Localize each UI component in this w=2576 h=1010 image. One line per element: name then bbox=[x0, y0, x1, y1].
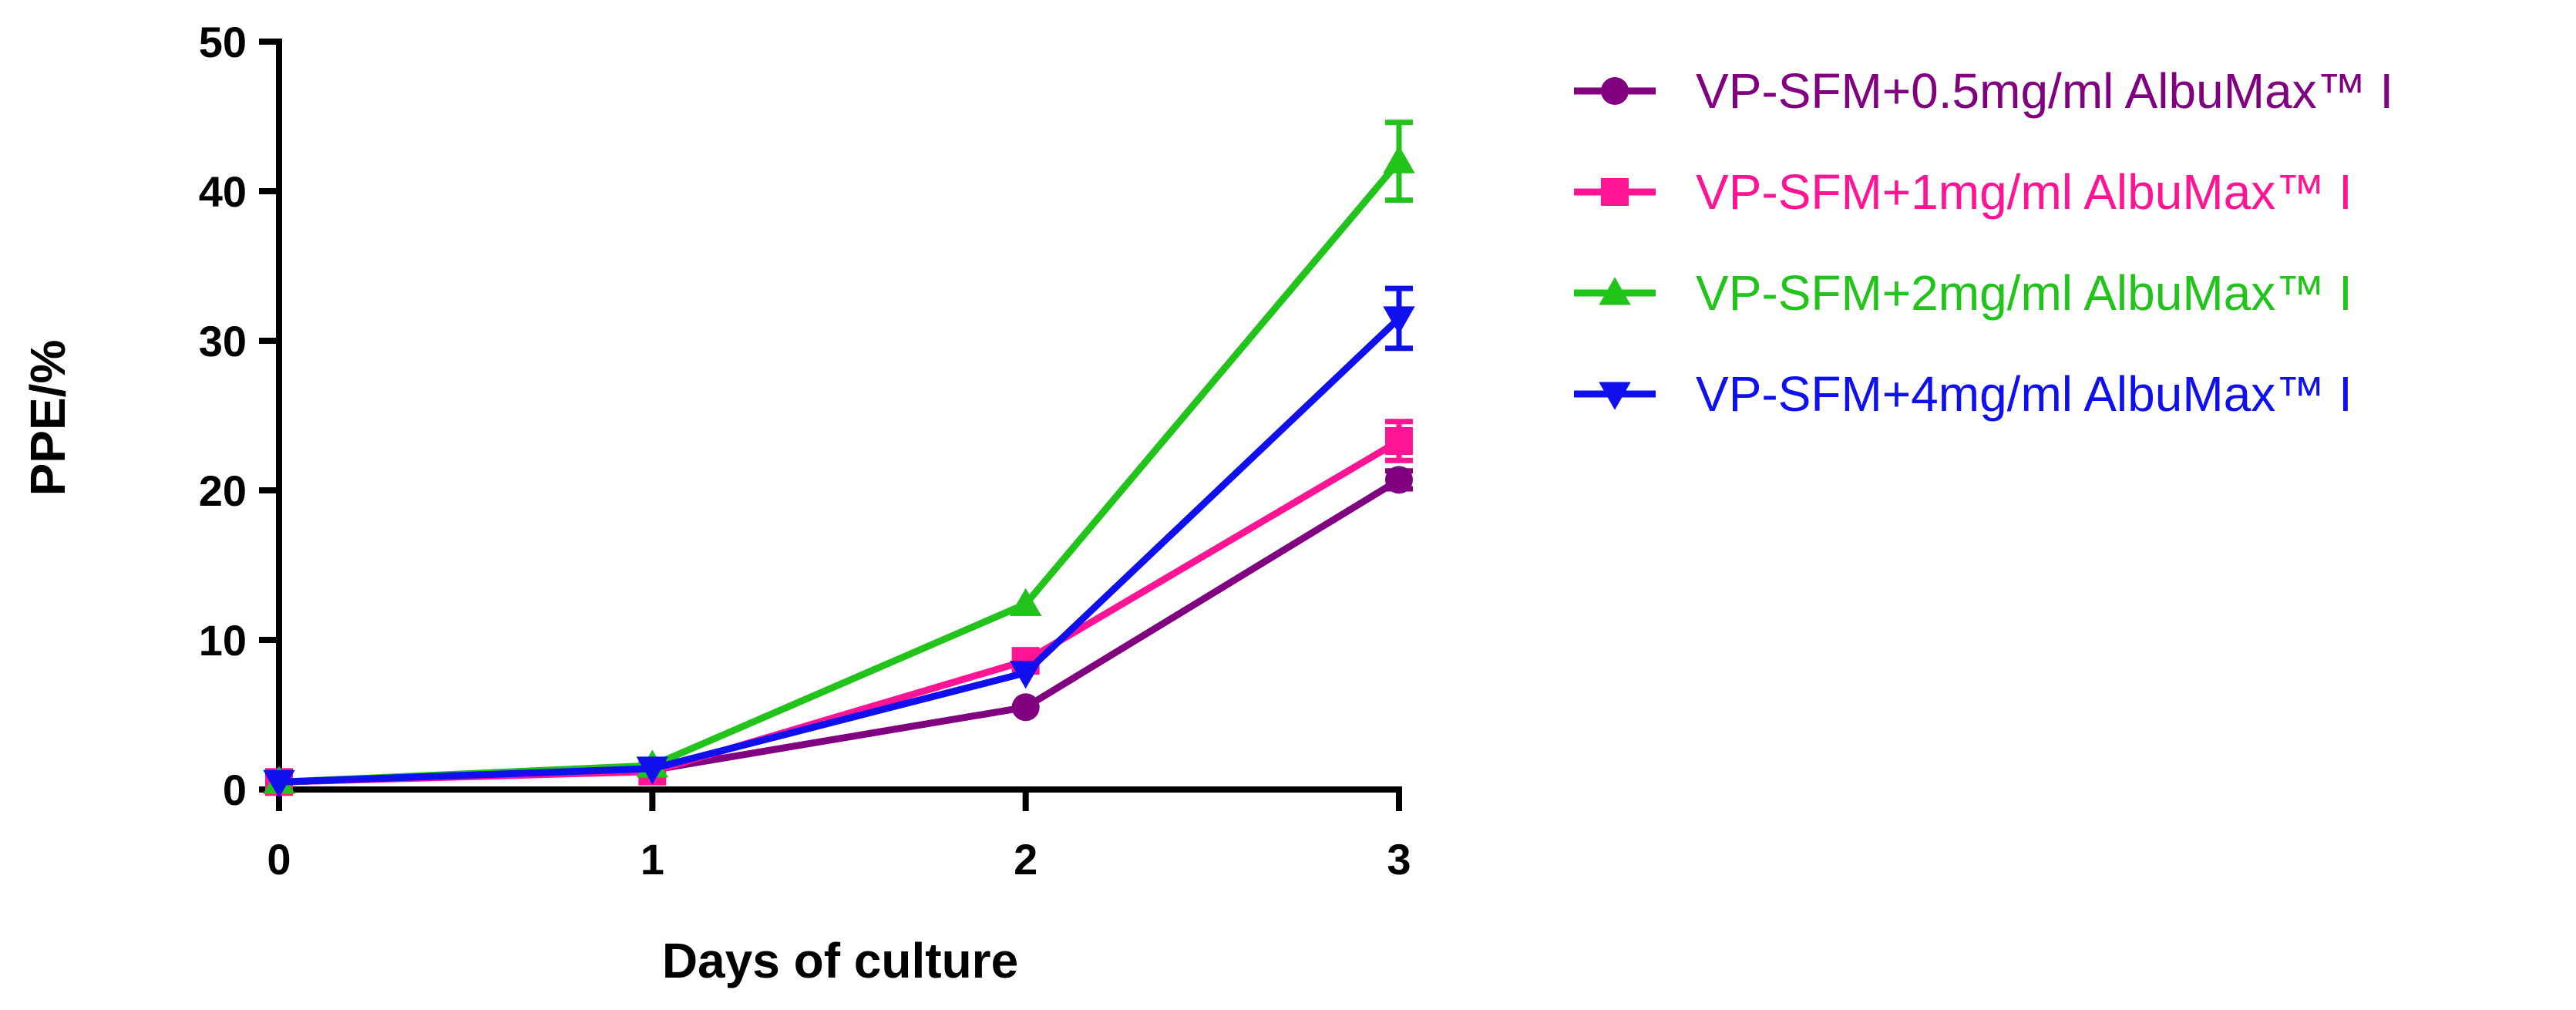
legend-marker bbox=[1601, 178, 1629, 206]
x-tick-label: 2 bbox=[1014, 835, 1037, 884]
legend-marker bbox=[1599, 277, 1631, 305]
y-axis-title: PPE/% bbox=[20, 340, 76, 497]
data-point bbox=[1383, 145, 1415, 173]
series-line bbox=[278, 159, 1402, 786]
y-tick-label: 0 bbox=[223, 766, 247, 814]
data-point bbox=[1011, 693, 1040, 722]
y-tick-label: 20 bbox=[199, 466, 247, 515]
y-tick-label: 40 bbox=[199, 167, 247, 216]
legend-marker bbox=[1599, 382, 1631, 410]
legend-item-1: VP-SFM+1mg/ml AlbuMax™ I bbox=[1574, 164, 2352, 220]
data-point bbox=[1385, 466, 1413, 494]
x-tick-label: 0 bbox=[267, 835, 291, 884]
legend-label: VP-SFM+0.5mg/ml AlbuMax™ I bbox=[1696, 63, 2393, 119]
y-tick-label: 10 bbox=[199, 616, 247, 665]
legend-item-2: VP-SFM+2mg/ml AlbuMax™ I bbox=[1574, 265, 2352, 321]
legend-label: VP-SFM+2mg/ml AlbuMax™ I bbox=[1696, 265, 2352, 321]
series-0 bbox=[265, 466, 1413, 796]
y-tick-label: 50 bbox=[199, 18, 247, 66]
data-point bbox=[636, 756, 669, 785]
series-line bbox=[278, 438, 1401, 786]
legend-label: VP-SFM+4mg/ml AlbuMax™ I bbox=[1696, 366, 2352, 422]
legend-marker bbox=[1601, 77, 1629, 105]
data-point bbox=[263, 769, 295, 798]
data-point bbox=[1009, 587, 1042, 616]
x-axis-title: Days of culture bbox=[662, 933, 1018, 988]
series-line bbox=[278, 315, 1402, 786]
data-point bbox=[1383, 306, 1415, 335]
series-2 bbox=[263, 120, 1415, 794]
x-tick-label: 3 bbox=[1387, 835, 1411, 884]
series-line bbox=[278, 476, 1401, 786]
data-point bbox=[1009, 661, 1042, 689]
y-tick-label: 30 bbox=[199, 317, 247, 365]
series-3 bbox=[263, 285, 1415, 798]
data-point bbox=[1385, 426, 1413, 455]
legend-item-3: VP-SFM+4mg/ml AlbuMax™ I bbox=[1574, 366, 2352, 422]
axes: 0 10 20 30 40 50 0 1 2 3 bbox=[199, 18, 1411, 884]
series-layer bbox=[263, 120, 1415, 798]
legend-label: VP-SFM+1mg/ml AlbuMax™ I bbox=[1696, 164, 2352, 220]
x-tick-label: 1 bbox=[641, 835, 664, 884]
legend-item-0: VP-SFM+0.5mg/ml AlbuMax™ I bbox=[1574, 63, 2393, 119]
legend: VP-SFM+0.5mg/ml AlbuMax™ I VP-SFM+1mg/ml … bbox=[1574, 63, 2393, 422]
